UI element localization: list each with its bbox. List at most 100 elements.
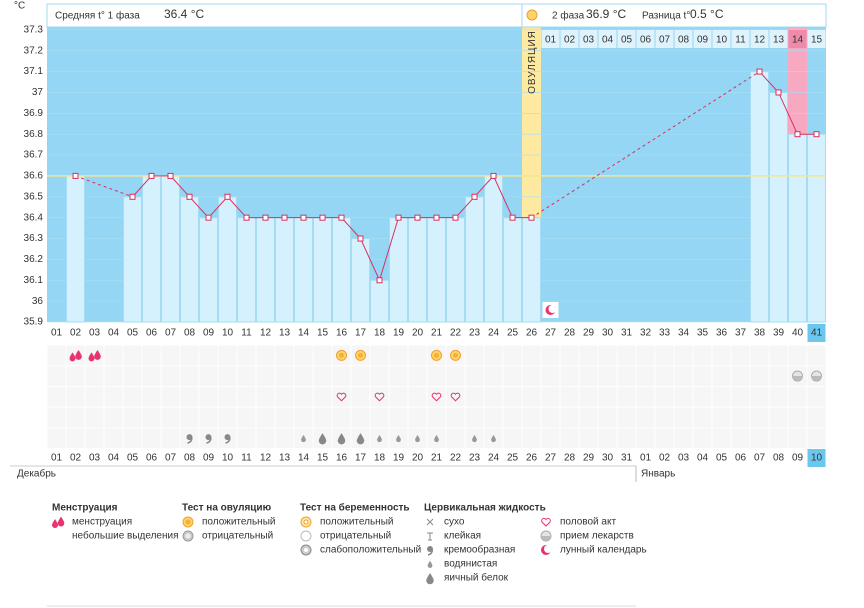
day-label: 10: [222, 453, 234, 464]
row-cell: [541, 428, 560, 448]
row-cell: [351, 407, 370, 428]
row-cell: [427, 407, 446, 428]
row-cell: [123, 386, 142, 407]
heart-icon: [541, 517, 551, 527]
row-cell: [142, 428, 161, 448]
day-cell: [370, 449, 389, 467]
day-cell: [465, 449, 484, 467]
ring: [300, 530, 312, 542]
y-axis-label: °C: [14, 1, 25, 12]
temperature-column: [788, 133, 807, 323]
pill-icon: [811, 370, 822, 382]
row-cell: [142, 407, 161, 428]
row-cell: [674, 345, 693, 366]
row-cell: [66, 386, 85, 407]
heart-icon: [431, 392, 442, 402]
day-cell: [218, 449, 237, 467]
day-label: 11: [241, 453, 252, 464]
day-label: 29: [583, 453, 595, 464]
day-label: 21: [431, 453, 443, 464]
y-tick-label: 36.9: [24, 108, 44, 119]
row-cell: [693, 428, 712, 448]
row-cell: [294, 345, 313, 366]
y-tick-label: 36.2: [24, 254, 44, 265]
row-cell: [237, 366, 256, 386]
row-cell: [788, 428, 807, 448]
row-cell: [332, 386, 351, 407]
row-cell: [712, 366, 731, 386]
moon-cut: [548, 305, 557, 313]
drop: [69, 352, 76, 362]
comma-head: [205, 434, 212, 441]
phase2-day: 03: [583, 35, 595, 46]
sun-core: [434, 352, 439, 358]
row-cell: [332, 366, 351, 386]
row-cell: [180, 407, 199, 428]
phase2-day: 14: [792, 35, 804, 46]
row-cell: [750, 386, 769, 407]
pill-half: [541, 536, 551, 541]
legend-item: слабоположительный: [320, 544, 421, 556]
temperature-point: [414, 214, 421, 221]
legend-item: водянистая: [444, 559, 497, 570]
drop: [491, 434, 496, 443]
row-cell: [617, 407, 636, 428]
phase2-day: 07: [659, 35, 671, 46]
legend-item: отрицательный: [320, 531, 391, 542]
phase2-day-cell: [712, 30, 731, 48]
day-label: 14: [298, 328, 310, 339]
row-cell: [218, 386, 237, 407]
day-cell: [655, 324, 674, 342]
row-cell: [104, 366, 123, 386]
day-cell: [370, 324, 389, 342]
dropsm-icon: [434, 434, 439, 443]
temperature-line: [132, 175, 532, 282]
day-cell: [218, 324, 237, 342]
row-cell: [237, 428, 256, 448]
row-cell: [503, 386, 522, 407]
day-label: 02: [659, 453, 671, 464]
day-cell: [332, 449, 351, 467]
row-cell: [104, 386, 123, 407]
temperature-column: [408, 217, 427, 323]
day-cell: [256, 324, 275, 342]
row-cell: [712, 428, 731, 448]
dropsm-icon: [491, 434, 496, 443]
temperature-line: [759, 71, 817, 135]
temperature-column: [522, 217, 541, 323]
day-label: 20: [412, 453, 424, 464]
day-cell: [598, 449, 617, 467]
day-cell: [693, 324, 712, 342]
row-cell: [636, 386, 655, 407]
phase2-value: 36.9 °C: [586, 7, 626, 21]
day-label: 08: [184, 328, 196, 339]
day-cell: [522, 449, 541, 467]
row-cell: [389, 345, 408, 366]
day-label: 20: [412, 328, 424, 339]
day-cell: [731, 449, 750, 467]
row-cell: [503, 366, 522, 386]
drop-pair: [57, 516, 65, 527]
phase2-day: 01: [545, 35, 557, 46]
phase2-day: 11: [735, 35, 746, 46]
row-cell: [47, 366, 66, 386]
day-label: 10: [811, 453, 823, 464]
ovulation-label: ОВУЛЯЦИЯ: [527, 30, 538, 94]
day-cell: [47, 449, 66, 467]
day-cell: [408, 449, 427, 467]
temperature-point: [129, 193, 136, 200]
row-cell: [446, 386, 465, 407]
row-cell: [161, 366, 180, 386]
row-cell: [750, 428, 769, 448]
day-cell: [180, 449, 199, 467]
row-cell: [313, 345, 332, 366]
day-cell: [180, 324, 199, 342]
row-cell: [731, 386, 750, 407]
day-cell: [85, 449, 104, 467]
phase2-day: 02: [564, 35, 576, 46]
pill-icon: [540, 530, 552, 542]
day-label: 05: [127, 328, 139, 339]
day-label: 18: [374, 453, 386, 464]
heart-icon: [336, 392, 347, 402]
